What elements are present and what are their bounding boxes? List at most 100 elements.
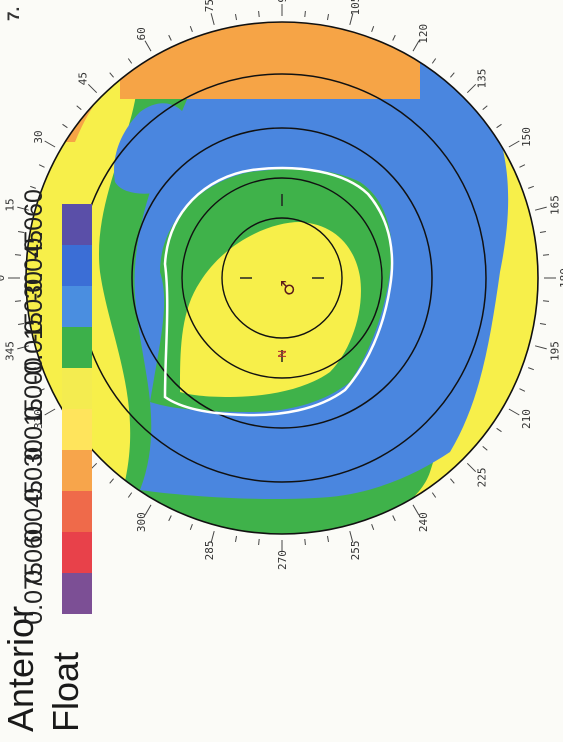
center-mark-symbol: ♂ bbox=[278, 280, 299, 296]
angle-label: 210 bbox=[520, 409, 533, 429]
zone-blue-blob bbox=[114, 103, 194, 194]
white-contour-line bbox=[163, 166, 394, 417]
angle-tick bbox=[519, 164, 526, 168]
map-title-line2: Float bbox=[45, 651, 86, 732]
scale-swatch bbox=[62, 204, 92, 245]
angle-tick bbox=[304, 10, 306, 18]
angle-label: 300 bbox=[135, 512, 148, 532]
scale-swatch bbox=[62, 450, 92, 491]
angle-tick bbox=[14, 300, 22, 302]
angle-tick bbox=[304, 538, 306, 546]
angle-label: 330 bbox=[32, 409, 45, 429]
color-scale-labels: 0.075 0.060 0.045 0.030 0.015 0.000 -0.015 -0.0… bbox=[12, 189, 62, 625]
map-zones bbox=[26, 22, 538, 534]
angle-tick bbox=[235, 14, 237, 21]
angle-tick bbox=[349, 530, 354, 543]
angle-tick bbox=[210, 13, 215, 26]
angle-tick bbox=[17, 345, 30, 350]
angle-tick bbox=[482, 446, 488, 451]
angle-label: 150 bbox=[520, 127, 533, 147]
scale-label: -0.060 bbox=[20, 189, 48, 260]
angle-tick bbox=[30, 185, 36, 189]
scale-swatch bbox=[62, 409, 92, 450]
angle-tick bbox=[18, 323, 25, 325]
scale-swatch bbox=[62, 245, 92, 286]
angle-tick bbox=[371, 524, 375, 530]
angle-tick bbox=[508, 140, 520, 148]
center-label: N bbox=[276, 350, 289, 358]
scale-swatch bbox=[62, 286, 92, 327]
ring-1mm bbox=[221, 217, 343, 339]
ring-outer bbox=[25, 21, 539, 535]
angle-tick bbox=[87, 83, 98, 94]
angle-tick bbox=[539, 323, 546, 325]
angle-label: 180 bbox=[558, 268, 563, 288]
center-marks: N ♂ bbox=[240, 194, 324, 362]
ring-2mm bbox=[181, 177, 383, 379]
angle-label: 60 bbox=[135, 27, 148, 40]
angle-ticks bbox=[8, 4, 556, 552]
scale-swatch bbox=[62, 573, 92, 614]
angle-label: 90 bbox=[276, 0, 289, 3]
angle-label: 15 bbox=[4, 198, 17, 211]
angle-label: 30 bbox=[32, 130, 45, 143]
angle-tick bbox=[539, 231, 546, 233]
angle-tick bbox=[496, 123, 502, 129]
angle-tick bbox=[38, 388, 45, 392]
angle-tick bbox=[519, 388, 526, 392]
angle-label: 105 bbox=[349, 0, 362, 16]
scale-swatch bbox=[62, 368, 92, 409]
angle-label: 120 bbox=[417, 24, 430, 44]
angle-tick bbox=[450, 478, 455, 484]
angle-tick bbox=[412, 504, 420, 516]
angle-tick bbox=[431, 58, 437, 64]
angle-tick bbox=[327, 14, 329, 21]
angle-label: 270 bbox=[276, 550, 289, 570]
angle-label: 195 bbox=[548, 341, 561, 361]
angle-tick bbox=[168, 515, 172, 522]
angle-tick bbox=[44, 140, 56, 148]
angle-label: 135 bbox=[475, 69, 488, 89]
map-rings bbox=[25, 21, 539, 535]
angle-tick bbox=[450, 72, 455, 78]
angle-label: 165 bbox=[548, 195, 561, 215]
angle-tick bbox=[534, 206, 547, 211]
angle-tick bbox=[127, 58, 133, 64]
angle-label: 0 bbox=[0, 275, 7, 282]
angle-tick bbox=[528, 185, 534, 189]
angle-label: 45 bbox=[77, 72, 90, 85]
angle-labels: 0 15 30 45 60 75 90 105 120 135 150 165 180 195 210 225… bbox=[0, 0, 563, 570]
angle-tick bbox=[466, 462, 477, 473]
angle-tick bbox=[109, 478, 114, 484]
angle-tick bbox=[496, 427, 502, 433]
angle-tick bbox=[144, 504, 152, 516]
angle-tick bbox=[327, 535, 329, 542]
angle-tick bbox=[482, 105, 488, 110]
angle-tick bbox=[431, 492, 437, 498]
angle-tick bbox=[412, 40, 420, 52]
scale-swatch bbox=[62, 532, 92, 573]
angle-tick bbox=[127, 492, 133, 498]
angle-tick bbox=[371, 26, 375, 32]
angle-tick bbox=[76, 105, 82, 110]
ring-4mm bbox=[131, 127, 433, 429]
angle-tick bbox=[62, 123, 68, 129]
angle-tick bbox=[392, 34, 396, 41]
page-number: 7. bbox=[4, 6, 23, 21]
angle-tick bbox=[18, 231, 25, 233]
angle-label: 240 bbox=[417, 512, 430, 532]
color-scale-bar bbox=[62, 204, 92, 614]
scale-swatch bbox=[62, 491, 92, 532]
angle-tick bbox=[168, 34, 172, 41]
angle-tick bbox=[189, 26, 193, 32]
angle-tick bbox=[508, 408, 520, 416]
angle-tick bbox=[235, 535, 237, 542]
angle-tick bbox=[14, 254, 22, 256]
angle-label: 225 bbox=[475, 467, 488, 487]
angle-tick bbox=[38, 164, 45, 168]
angle-tick bbox=[144, 40, 152, 52]
scale-swatch bbox=[62, 327, 92, 368]
